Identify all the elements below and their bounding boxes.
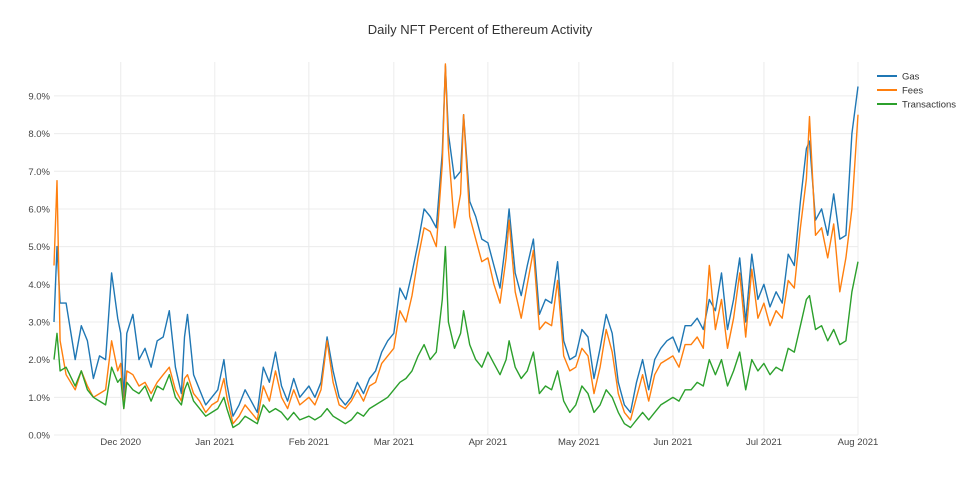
y-tick-label: 4.0% [28, 280, 50, 291]
legend-label-fees: Fees [902, 86, 923, 97]
y-tick-label: 9.0% [28, 91, 50, 102]
y-tick-label: 6.0% [28, 204, 50, 215]
y-tick-label: 8.0% [28, 129, 50, 140]
x-tick-label: Jan 2021 [195, 437, 234, 448]
x-tick-label: Feb 2021 [289, 437, 329, 448]
chart-title: Daily NFT Percent of Ethereum Activity [368, 22, 593, 37]
x-tick-label: Mar 2021 [374, 437, 414, 448]
y-tick-label: 1.0% [28, 393, 50, 404]
x-tick-label: May 2021 [558, 437, 600, 448]
y-tick-label: 3.0% [28, 317, 50, 328]
y-tick-label: 0.0% [28, 431, 50, 442]
x-axis: Dec 2020 Jan 2021 Feb 2021 Mar 2021 Apr 2021… [100, 437, 878, 448]
series-line-transactions [53, 245, 859, 429]
series-layer [53, 63, 859, 429]
grid [54, 62, 859, 436]
y-axis: 0.0% 1.0% 2.0% 3.0% 4.0% 5.0% 6.0% 7.0% 8.0% 9.0% [28, 91, 50, 441]
y-tick-label: 5.0% [28, 242, 50, 253]
legend: Gas Fees Transactions [877, 72, 956, 111]
series-line-gas [53, 65, 859, 417]
legend-label-gas: Gas [902, 72, 920, 83]
y-tick-label: 7.0% [28, 167, 50, 178]
series-line-fees [53, 63, 859, 425]
x-tick-label: Jun 2021 [653, 437, 692, 448]
legend-label-transactions: Transactions [902, 100, 956, 111]
y-tick-label: 2.0% [28, 355, 50, 366]
x-tick-label: Dec 2020 [100, 437, 141, 448]
x-tick-label: Jul 2021 [746, 437, 782, 448]
x-tick-label: Apr 2021 [469, 437, 508, 448]
x-tick-label: Aug 2021 [838, 437, 879, 448]
